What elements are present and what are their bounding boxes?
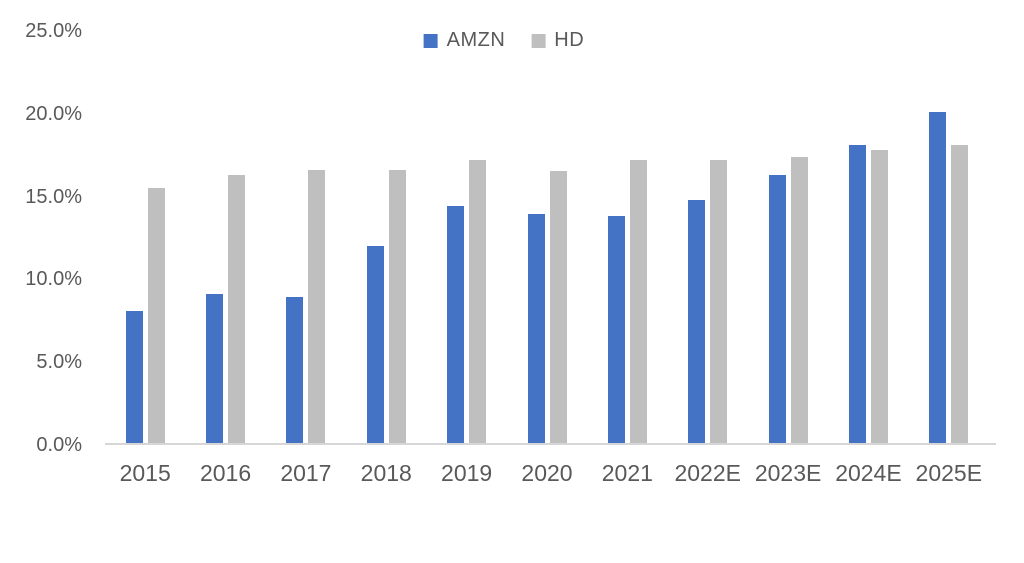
bar-amzn-2015 (125, 310, 143, 443)
x-axis-tick-label: 2017 (280, 460, 332, 486)
legend-item-hd: HD (531, 29, 584, 52)
x-axis-tick-label: 2024E (835, 460, 902, 486)
x-axis-tick-label: 2015 (119, 460, 171, 486)
y-axis-tick-label: 5.0% (36, 351, 82, 374)
chart-legend: AMZN HD (423, 29, 585, 52)
y-axis-tick-label: 0.0% (36, 434, 82, 456)
bar-hd-2019 (469, 159, 487, 443)
bar-amzn-2019 (447, 206, 465, 443)
x-axis-tick-label: 2019 (441, 460, 493, 486)
y-axis-tick-label: 10.0% (25, 268, 82, 291)
bar-hd-2025e (951, 144, 969, 443)
bar-amzn-2018 (366, 245, 384, 443)
y-axis-tick-label: 20.0% (25, 102, 82, 125)
x-axis-tick-label: 2016 (199, 460, 252, 486)
bar-hd-2021 (629, 159, 647, 443)
bar-amzn-2024e (848, 144, 866, 443)
bar-hd-2016 (228, 174, 246, 443)
bar-amzn-2025e (929, 111, 947, 443)
bar-hd-2022e (710, 159, 728, 443)
bar-amzn-2023e (768, 174, 786, 443)
bar-hd-2024e (870, 149, 888, 443)
bar-amzn-2016 (206, 293, 224, 443)
legend-swatch-amzn (423, 33, 438, 48)
x-axis-tick-label: 2025E (915, 460, 983, 486)
legend-item-amzn: AMZN (423, 29, 506, 52)
legend-swatch-hd (531, 33, 546, 48)
legend-label: HD (554, 29, 585, 51)
bar-amzn-2017 (286, 297, 304, 443)
y-axis-tick-label: 15.0% (25, 185, 82, 208)
x-axis-tick-label: 2020 (521, 460, 573, 486)
y-axis-tick-label: 25.0% (25, 20, 82, 42)
legend-label: AMZN (446, 29, 506, 51)
bar-hd-2015 (147, 187, 165, 443)
bar-hd-2017 (308, 169, 326, 443)
x-axis-tick-label: 2021 (601, 460, 653, 486)
bar-hd-2018 (388, 169, 406, 443)
x-axis-tick-label: 2018 (360, 460, 412, 486)
x-axis-tick-label: 2023E (754, 460, 822, 486)
bar-amzn-2021 (607, 216, 625, 443)
bar-amzn-2022e (688, 199, 706, 443)
x-axis-line (105, 443, 996, 445)
bar-hd-2020 (549, 171, 567, 443)
x-axis-tick-label: 2022E (674, 460, 741, 486)
bar-hd-2023e (790, 156, 808, 443)
bar-amzn-2020 (527, 214, 545, 443)
